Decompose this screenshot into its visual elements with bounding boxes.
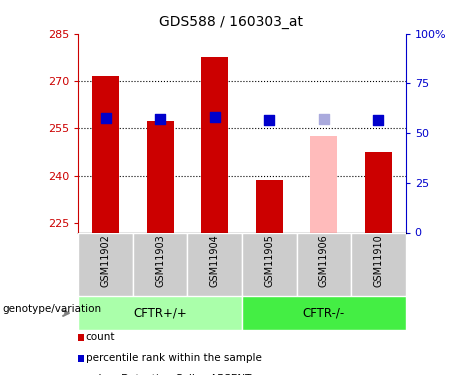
Point [211, 114, 219, 120]
Point [375, 117, 382, 123]
Text: CFTR+/+: CFTR+/+ [133, 307, 187, 320]
Bar [256, 180, 283, 232]
Point [266, 117, 273, 123]
Text: GSM11905: GSM11905 [264, 234, 274, 287]
Bar [351, 232, 406, 296]
Point [320, 116, 327, 122]
Text: percentile rank within the sample: percentile rank within the sample [86, 353, 262, 363]
Bar [365, 152, 392, 232]
Text: GSM11906: GSM11906 [319, 234, 329, 287]
Point [102, 115, 109, 121]
Bar [78, 296, 242, 330]
Point [157, 116, 164, 122]
Text: GDS588 / 160303_at: GDS588 / 160303_at [159, 15, 302, 29]
Bar [78, 232, 133, 296]
Text: GSM11910: GSM11910 [373, 234, 384, 287]
Text: GSM11904: GSM11904 [210, 234, 220, 287]
Bar [296, 232, 351, 296]
Bar [201, 57, 228, 232]
Text: genotype/variation: genotype/variation [2, 304, 101, 314]
Bar [242, 232, 296, 296]
Bar [310, 136, 337, 232]
Text: count: count [86, 333, 115, 342]
Bar [242, 296, 406, 330]
Text: value, Detection Call = ABSENT: value, Detection Call = ABSENT [86, 374, 251, 375]
Text: CFTR-/-: CFTR-/- [303, 307, 345, 320]
Bar [188, 232, 242, 296]
Bar [92, 76, 119, 232]
Text: GSM11903: GSM11903 [155, 234, 165, 287]
Bar [147, 120, 174, 232]
Text: GSM11902: GSM11902 [100, 234, 111, 287]
Bar [133, 232, 188, 296]
